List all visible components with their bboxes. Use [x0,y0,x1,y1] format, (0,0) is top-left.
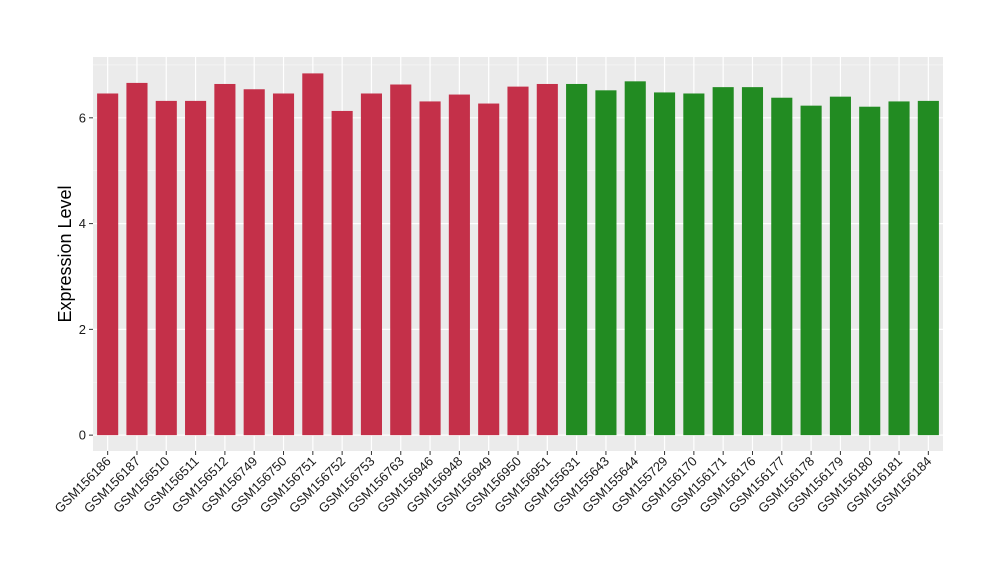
y-tick-label: 0 [79,428,86,443]
bar [97,93,119,436]
bar [917,100,939,436]
x-axis-ticks: GSM156186GSM156187GSM156510GSM156511GSM1… [52,451,934,516]
bar [536,83,558,436]
bar [155,100,177,436]
bar [800,105,822,436]
bar [771,97,793,436]
bar [859,106,881,436]
bar [419,101,441,436]
y-tick-label: 4 [79,216,86,231]
bar [126,82,148,436]
y-tick-label: 2 [79,322,86,337]
bar [448,94,470,436]
bar [654,92,676,436]
bar [214,83,236,436]
bar [331,110,353,436]
bar [712,87,734,436]
bar [829,96,851,436]
bar [741,87,764,436]
bar [507,86,529,436]
bar [360,93,382,436]
bar [272,93,295,436]
bar [478,103,500,436]
bar [185,100,207,436]
bar [302,73,324,436]
bar [683,93,705,436]
bar [888,101,910,436]
y-axis-title: Expression Level [55,185,75,322]
bar [390,84,412,436]
y-tick-label: 6 [79,110,86,125]
y-axis-ticks: 0 2 4 6 [79,110,93,443]
bars [97,73,939,436]
bar [624,81,646,436]
bar [566,83,588,436]
bar [243,89,265,436]
bar [595,90,617,436]
